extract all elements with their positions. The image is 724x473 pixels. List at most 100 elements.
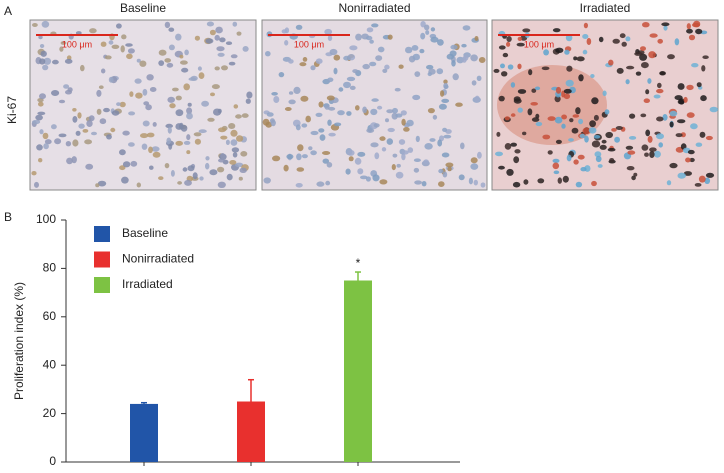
cell	[295, 183, 303, 188]
cell	[148, 146, 153, 154]
cell	[413, 158, 421, 162]
cell	[230, 54, 238, 59]
cell	[608, 59, 614, 66]
cell	[296, 153, 302, 161]
cell	[142, 120, 150, 127]
cell	[578, 118, 584, 125]
cell	[366, 128, 375, 134]
cell	[242, 46, 249, 52]
cell	[387, 127, 395, 133]
cell	[266, 112, 274, 117]
cell	[625, 145, 634, 150]
cell	[577, 154, 585, 160]
cell	[183, 83, 190, 91]
cell	[127, 48, 135, 54]
cell	[413, 167, 420, 173]
cell	[498, 165, 505, 170]
cell	[495, 151, 503, 157]
cell	[217, 52, 225, 57]
cell	[214, 66, 220, 71]
cell	[554, 116, 563, 124]
cell	[704, 177, 711, 184]
cell	[86, 120, 93, 127]
cell	[394, 87, 401, 92]
micrograph: 100 μm	[491, 19, 719, 191]
cell	[101, 68, 106, 74]
cell	[295, 24, 303, 30]
cell	[288, 99, 296, 105]
cell	[573, 56, 578, 61]
cell	[517, 107, 523, 113]
cell	[149, 87, 157, 92]
cell	[85, 163, 94, 170]
cell	[656, 88, 664, 94]
image-row: 100 μm Baseline 100 μm Nonirradiated 100 μm I…	[29, 1, 719, 191]
cell	[343, 81, 351, 89]
cell	[71, 156, 77, 164]
cell	[278, 72, 285, 78]
cell	[288, 91, 294, 95]
cell	[641, 62, 649, 69]
cell	[580, 167, 587, 172]
cell	[496, 131, 501, 137]
cell	[186, 134, 191, 141]
cell	[146, 74, 154, 81]
cell	[42, 132, 49, 140]
bar	[344, 280, 372, 462]
cell	[385, 118, 389, 123]
y-tick-label: 100	[36, 212, 56, 226]
cell	[609, 158, 615, 163]
cell	[604, 109, 610, 115]
annotation: *	[356, 256, 361, 270]
cell	[327, 77, 334, 83]
cell	[598, 36, 604, 43]
cell	[371, 23, 379, 28]
cell	[106, 134, 112, 140]
cell	[326, 162, 333, 168]
cell	[657, 38, 663, 44]
scale-bar-label: 100 μm	[524, 39, 554, 49]
cell	[360, 175, 368, 180]
cell	[564, 49, 570, 55]
cell	[506, 41, 511, 47]
cell	[663, 25, 668, 31]
cell	[405, 46, 413, 54]
cell	[615, 126, 623, 130]
cell	[531, 117, 540, 122]
cell	[595, 155, 602, 163]
cell	[318, 101, 324, 108]
cell	[64, 58, 73, 64]
cell	[209, 29, 216, 36]
cell	[658, 142, 663, 148]
cell	[547, 116, 556, 121]
cell	[164, 58, 171, 63]
cell	[370, 108, 378, 116]
cell	[400, 110, 407, 116]
cell	[103, 107, 110, 113]
cell	[235, 114, 242, 119]
cell	[612, 38, 620, 44]
cell	[175, 33, 182, 41]
cell	[377, 46, 385, 53]
cell	[443, 84, 449, 89]
cell	[355, 105, 360, 111]
cell	[319, 134, 326, 141]
cell	[426, 64, 434, 70]
cell	[152, 151, 161, 158]
cell	[369, 61, 377, 67]
cell	[597, 164, 603, 168]
cell	[695, 142, 703, 147]
cell	[702, 55, 709, 59]
cell	[229, 160, 237, 165]
cell	[175, 95, 182, 101]
cell	[125, 43, 133, 47]
cell	[568, 138, 574, 142]
cell	[236, 135, 244, 142]
cell	[205, 38, 214, 44]
cell	[709, 106, 718, 113]
cell	[104, 55, 112, 60]
cell	[168, 143, 173, 150]
cell	[449, 50, 457, 57]
cell	[187, 102, 192, 107]
cell	[355, 33, 362, 41]
